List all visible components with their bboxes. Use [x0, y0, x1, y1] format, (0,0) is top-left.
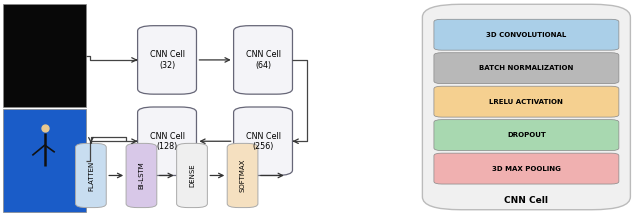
Text: CNN Cell
(64): CNN Cell (64) [246, 50, 280, 70]
FancyBboxPatch shape [422, 4, 630, 210]
Text: CNN Cell
(128): CNN Cell (128) [150, 132, 184, 151]
FancyBboxPatch shape [126, 143, 157, 208]
FancyBboxPatch shape [177, 143, 207, 208]
FancyBboxPatch shape [234, 26, 292, 94]
Text: SOFTMAX: SOFTMAX [239, 159, 246, 192]
FancyBboxPatch shape [434, 53, 619, 84]
Text: 3D CONVOLUTIONAL: 3D CONVOLUTIONAL [486, 32, 566, 38]
FancyBboxPatch shape [434, 86, 619, 117]
FancyBboxPatch shape [434, 153, 619, 184]
FancyBboxPatch shape [138, 26, 196, 94]
FancyBboxPatch shape [76, 143, 106, 208]
FancyBboxPatch shape [434, 120, 619, 151]
FancyBboxPatch shape [3, 109, 86, 212]
Text: FLATTEN: FLATTEN [88, 160, 94, 191]
Text: CNN Cell: CNN Cell [504, 196, 548, 205]
Text: 3D MAX POOLING: 3D MAX POOLING [492, 166, 561, 172]
FancyBboxPatch shape [234, 107, 292, 175]
Text: CNN Cell
(256): CNN Cell (256) [246, 132, 280, 151]
Text: DENSE: DENSE [189, 164, 195, 187]
FancyBboxPatch shape [3, 4, 86, 107]
Text: CNN Cell
(32): CNN Cell (32) [150, 50, 184, 70]
Text: LRELU ACTIVATION: LRELU ACTIVATION [490, 99, 563, 105]
FancyBboxPatch shape [138, 107, 196, 175]
Text: DROPOUT: DROPOUT [507, 132, 546, 138]
Text: BI-LSTM: BI-LSTM [138, 162, 145, 189]
FancyBboxPatch shape [227, 143, 258, 208]
Text: BATCH NORMALIZATION: BATCH NORMALIZATION [479, 65, 573, 71]
FancyBboxPatch shape [434, 19, 619, 50]
